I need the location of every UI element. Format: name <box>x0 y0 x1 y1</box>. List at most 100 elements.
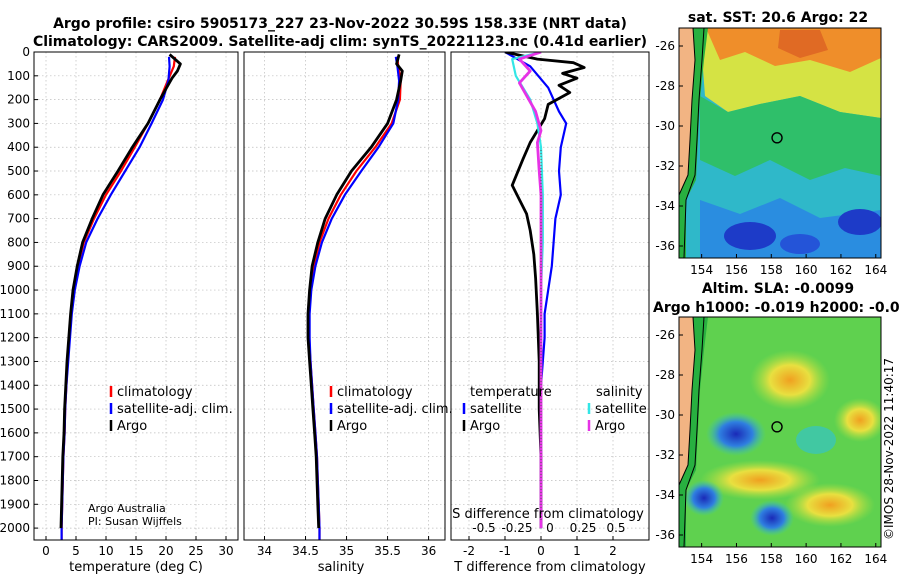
sla-argo-marker <box>771 421 783 433</box>
sst-orange-patch <box>778 30 828 58</box>
sst-map-box <box>678 27 882 259</box>
tick-label-x--2: -2 <box>463 544 475 558</box>
sst-cold-eddy-2 <box>838 209 881 235</box>
tick-label-x-34.5: 34.5 <box>292 544 319 558</box>
sla-map-box <box>678 316 882 548</box>
difference-panel: -2 -1 0 1 2 -0.5 -0.25 0 0.25 0.5 S difference f… <box>450 51 650 575</box>
legend-title-temperature: temperature <box>470 385 552 400</box>
tick-label-depth-1900: 1900 <box>0 497 30 511</box>
temperature-xlabel: temperature (deg C) <box>69 560 203 575</box>
tick-label-x-2: 2 <box>609 544 617 558</box>
tick-label-depth-2000: 2000 <box>0 521 30 535</box>
tick-label-depth-1500: 1500 <box>0 402 30 416</box>
series-line-argo <box>59 53 182 529</box>
series-line-climatology <box>307 56 402 540</box>
salinity-xlabel: salinity <box>318 560 365 575</box>
difference-gridlines <box>451 51 649 540</box>
tick-label-x-1: 1 <box>573 544 581 558</box>
figure-title-line2: Climatology: CARS2009. Satellite-adj cli… <box>33 34 647 50</box>
map-tick-label-lon-156: 156 <box>725 552 748 566</box>
tick-label-depth-1100: 1100 <box>0 307 30 321</box>
temperature-panel: 0100200300400500600700800900100011001200… <box>0 45 239 575</box>
tick-label-depth-400: 400 <box>7 140 30 154</box>
tick-label-s--0.25: -0.25 <box>501 521 532 535</box>
sst-argo-marker <box>771 132 783 144</box>
sla-warm-3 <box>700 460 820 500</box>
sst-cold-eddy-1 <box>724 222 776 250</box>
salinity-difference-ticks: -0.5 -0.25 0 0.25 0.5 <box>472 521 625 535</box>
sla-map-ticks: 154 156 158 160 162 164 -26 -28 -30 -32 -34 -36 <box>655 328 887 566</box>
tick-label-x-5: 5 <box>72 544 80 558</box>
salinity-panel: 34 34.5 35 35.5 36 salinity climatology sate… <box>243 51 453 575</box>
temperature-x-ticks: 0 5 10 15 20 25 30 <box>42 536 234 558</box>
figure-title-line1: Argo profile: csiro 5905173_227 23-Nov-2… <box>53 16 627 32</box>
difference-legend: temperature salinity satellite Argo sate… <box>462 385 647 434</box>
sst-land <box>679 28 695 195</box>
timestamp-label: ©IMOS 28-Nov-2022 11:40:17 <box>882 358 896 540</box>
sla-coastline <box>679 317 696 486</box>
salinity-x-ticks: 34 34.5 35 35.5 36 <box>257 536 436 558</box>
map-tick-label-lat--36: -36 <box>655 528 675 542</box>
legend-label-s-argo: Argo <box>595 419 625 434</box>
tick-label-depth-1800: 1800 <box>0 473 30 487</box>
map-tick-label-lon-160: 160 <box>795 552 818 566</box>
tick-label-depth-800: 800 <box>7 235 30 249</box>
map-tick-label-lat--34: -34 <box>655 488 675 502</box>
map-tick-label-lat--30: -30 <box>655 119 675 133</box>
map-tick-label-lon-156: 156 <box>725 263 748 277</box>
sst-map-ticks: 154 156 158 160 162 164 -26 -28 -30 -32 -34 -36 <box>655 39 887 277</box>
map-tick-label-lat--32: -32 <box>655 448 675 462</box>
tick-label-x-34: 34 <box>257 544 272 558</box>
t-difference-label: T difference from climatology <box>453 560 646 575</box>
tick-label-depth-900: 900 <box>7 259 30 273</box>
sla-map-panel: Altim. SLA: -0.0099 Argo h1000: -0.019 h… <box>653 281 900 566</box>
legend-label-argo: Argo <box>337 419 367 434</box>
tick-label-depth-0: 0 <box>22 45 30 59</box>
map-tick-label-lon-162: 162 <box>829 263 852 277</box>
legend-label-satellite-adj: satellite-adj. clim. <box>337 402 453 417</box>
sst-green-band <box>700 96 881 180</box>
depth-tick-labels: 0 100 200 300 400 500 600 700 800 900 1000 1100 1200… <box>0 45 38 535</box>
tick-label-x-15: 15 <box>128 544 143 558</box>
sst-coastline <box>679 28 696 196</box>
tick-label-depth-1300: 1300 <box>0 354 30 368</box>
map-tick-label-lon-158: 158 <box>760 552 783 566</box>
map-tick-label-lat--26: -26 <box>655 39 675 53</box>
legend-label-t-argo: Argo <box>470 419 500 434</box>
map-tick-label-lon-162: 162 <box>829 552 852 566</box>
legend-label-s-satellite: satellite <box>595 402 647 417</box>
sst-map-panel: sat. SST: 20.6 Argo: 22 154 156 158 160 162 1… <box>655 10 887 277</box>
tick-label-x-35: 35 <box>339 544 354 558</box>
s-difference-label: S difference from climatology <box>452 507 644 522</box>
map-tick-label-lat--28: -28 <box>655 79 675 93</box>
tick-label-depth-300: 300 <box>7 116 30 130</box>
legend-label-climatology: climatology <box>337 385 413 400</box>
tick-label-depth-200: 200 <box>7 93 30 107</box>
map-tick-label-lon-160: 160 <box>795 263 818 277</box>
tick-label-x--1: -1 <box>499 544 511 558</box>
sla-map-subtitle: Argo h1000: -0.019 h2000: -0.037 <box>653 300 900 316</box>
tick-label-depth-1700: 1700 <box>0 450 30 464</box>
salinity-series <box>306 54 404 540</box>
sla-cold-eddy-2 <box>684 480 724 516</box>
map-tick-label-lat--30: -30 <box>655 408 675 422</box>
tick-label-depth-700: 700 <box>7 212 30 226</box>
legend-label-argo: Argo <box>117 419 147 434</box>
tick-label-x-20: 20 <box>158 544 173 558</box>
tick-label-s-0.5: 0.5 <box>606 521 625 535</box>
map-tick-label-lon-154: 154 <box>690 263 713 277</box>
tick-label-s--0.5: -0.5 <box>472 521 495 535</box>
sla-warm-1 <box>750 350 830 410</box>
series-line-climatology <box>60 56 177 540</box>
series-line-satellite-adj-clim <box>60 56 171 540</box>
sst-isobath <box>683 28 705 258</box>
tick-label-depth-1000: 1000 <box>0 283 30 297</box>
map-tick-label-lat--36: -36 <box>655 239 675 253</box>
map-tick-label-lon-154: 154 <box>690 552 713 566</box>
series-line-t-argo <box>504 52 586 529</box>
tick-label-x-0: 0 <box>42 544 50 558</box>
footer-pi: PI: Susan Wijffels <box>88 515 182 528</box>
tick-label-x-0: 0 <box>537 544 545 558</box>
sla-map-title: Altim. SLA: -0.0099 <box>702 281 854 297</box>
difference-x-ticks: -2 -1 0 1 2 <box>463 536 617 558</box>
